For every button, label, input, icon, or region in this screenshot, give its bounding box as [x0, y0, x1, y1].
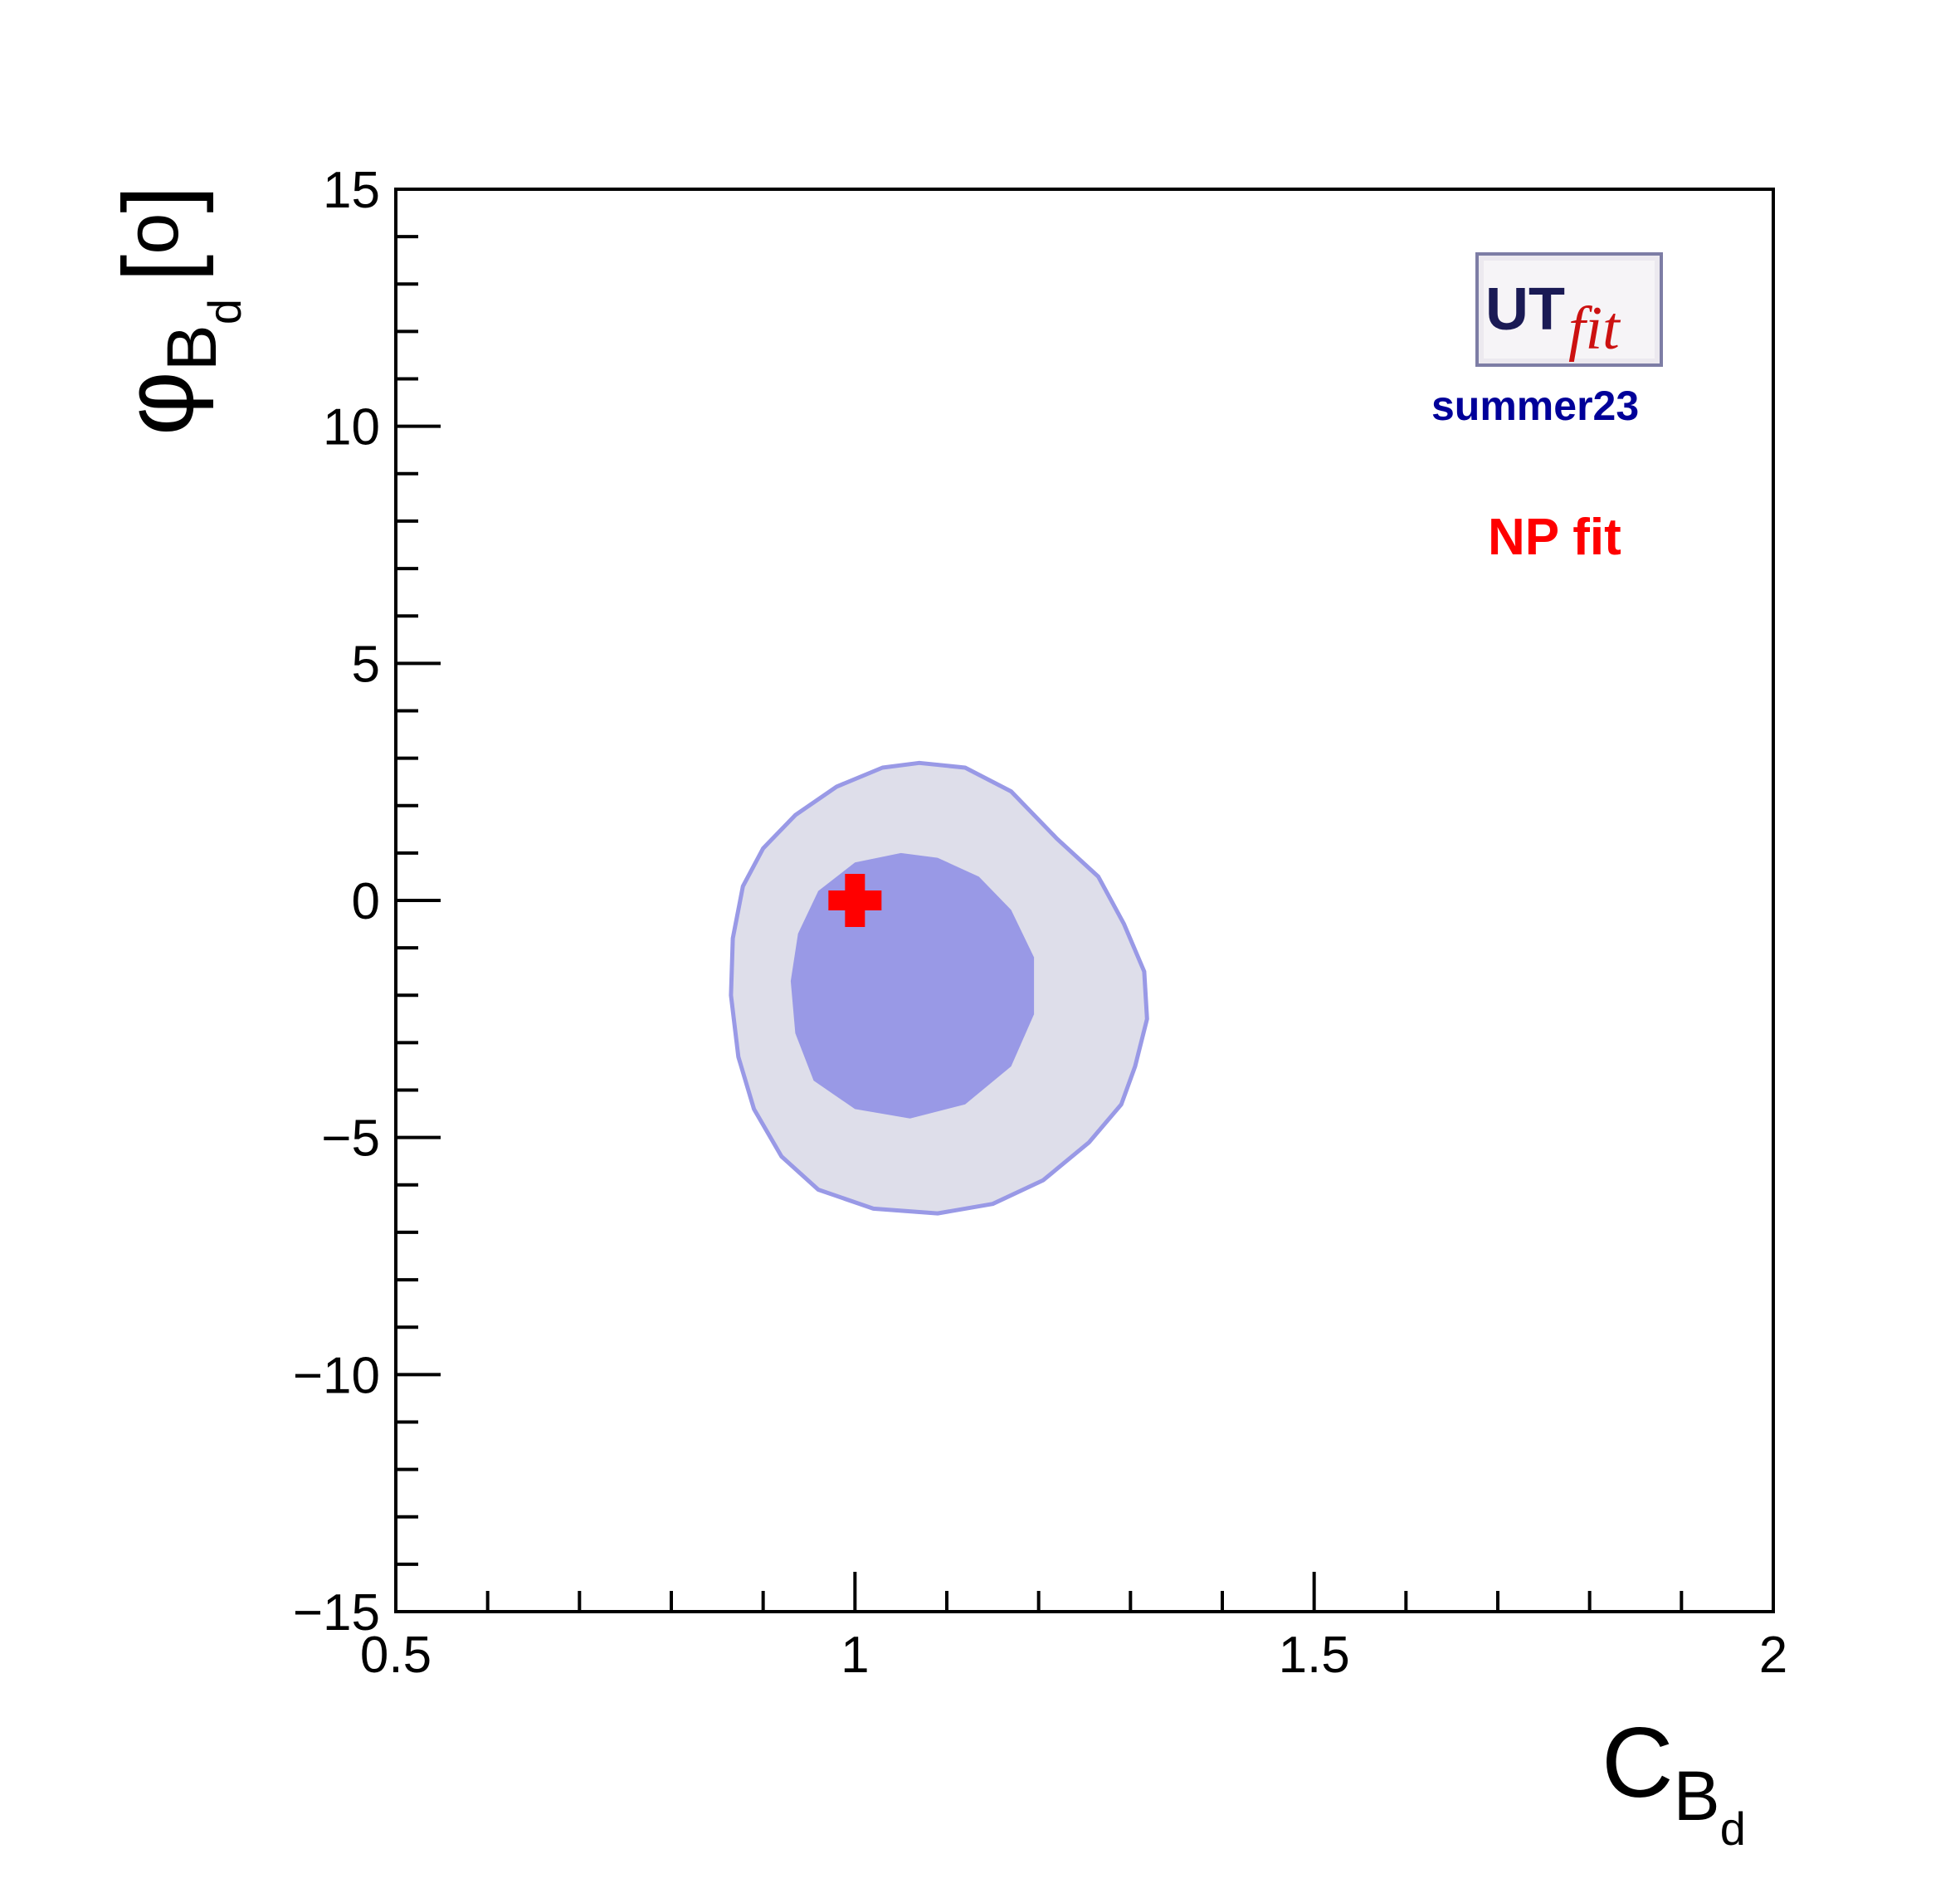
y-axis-title: φBd [o]: [103, 185, 251, 436]
y-axis-title-unit-open: [: [103, 255, 214, 282]
x-axis-tick-labels: 0.5 1 1.5 2: [360, 1627, 1787, 1684]
y-tick-label: 10: [323, 399, 380, 456]
y-tick-label: 0: [352, 873, 380, 930]
y-tick-label: −5: [321, 1110, 380, 1168]
utfit-logo-inner: [1484, 261, 1655, 359]
x-axis-title-sub2: d: [1720, 1803, 1746, 1855]
x-tick-label: 2: [1759, 1627, 1787, 1684]
utfit-logo-ut: UT: [1485, 276, 1565, 343]
sm-point-marker: [828, 874, 882, 927]
y-axis-tick-labels: −15 −10 −5 0 5 10 15: [293, 162, 380, 1642]
x-tick-label: 1.5: [1279, 1627, 1350, 1684]
x-tick-label: 1: [841, 1627, 869, 1684]
y-tick-label: 5: [352, 636, 380, 693]
x-axis-title-main: C: [1602, 1707, 1674, 1818]
y-axis-title-unit-sup: o: [111, 213, 194, 255]
y-axis-title-sub2: d: [198, 299, 251, 324]
y-axis-title-sub1: B: [153, 324, 231, 371]
version-label: summer23: [1431, 383, 1639, 429]
marker-layer: [828, 874, 882, 927]
utfit-logo-fit: fit: [1568, 295, 1621, 363]
x-axis-title: CBd: [1602, 1707, 1746, 1855]
x-tick-label: 0.5: [360, 1627, 431, 1684]
x-axis-title-sub1: B: [1674, 1757, 1720, 1835]
y-axis-title-main: φ: [103, 371, 214, 436]
y-tick-label: −10: [293, 1347, 380, 1404]
y-axis-ticks: [396, 188, 441, 1613]
x-axis-ticks: [394, 1572, 1775, 1612]
y-axis-title-unit-close: ]: [103, 185, 214, 212]
utfit-logo: UT fit: [1475, 252, 1663, 367]
marker-cross-vertical: [845, 874, 865, 927]
y-tick-label: −15: [293, 1584, 380, 1642]
y-tick-label: 15: [323, 162, 380, 219]
fit-label: NP fit: [1488, 509, 1621, 566]
